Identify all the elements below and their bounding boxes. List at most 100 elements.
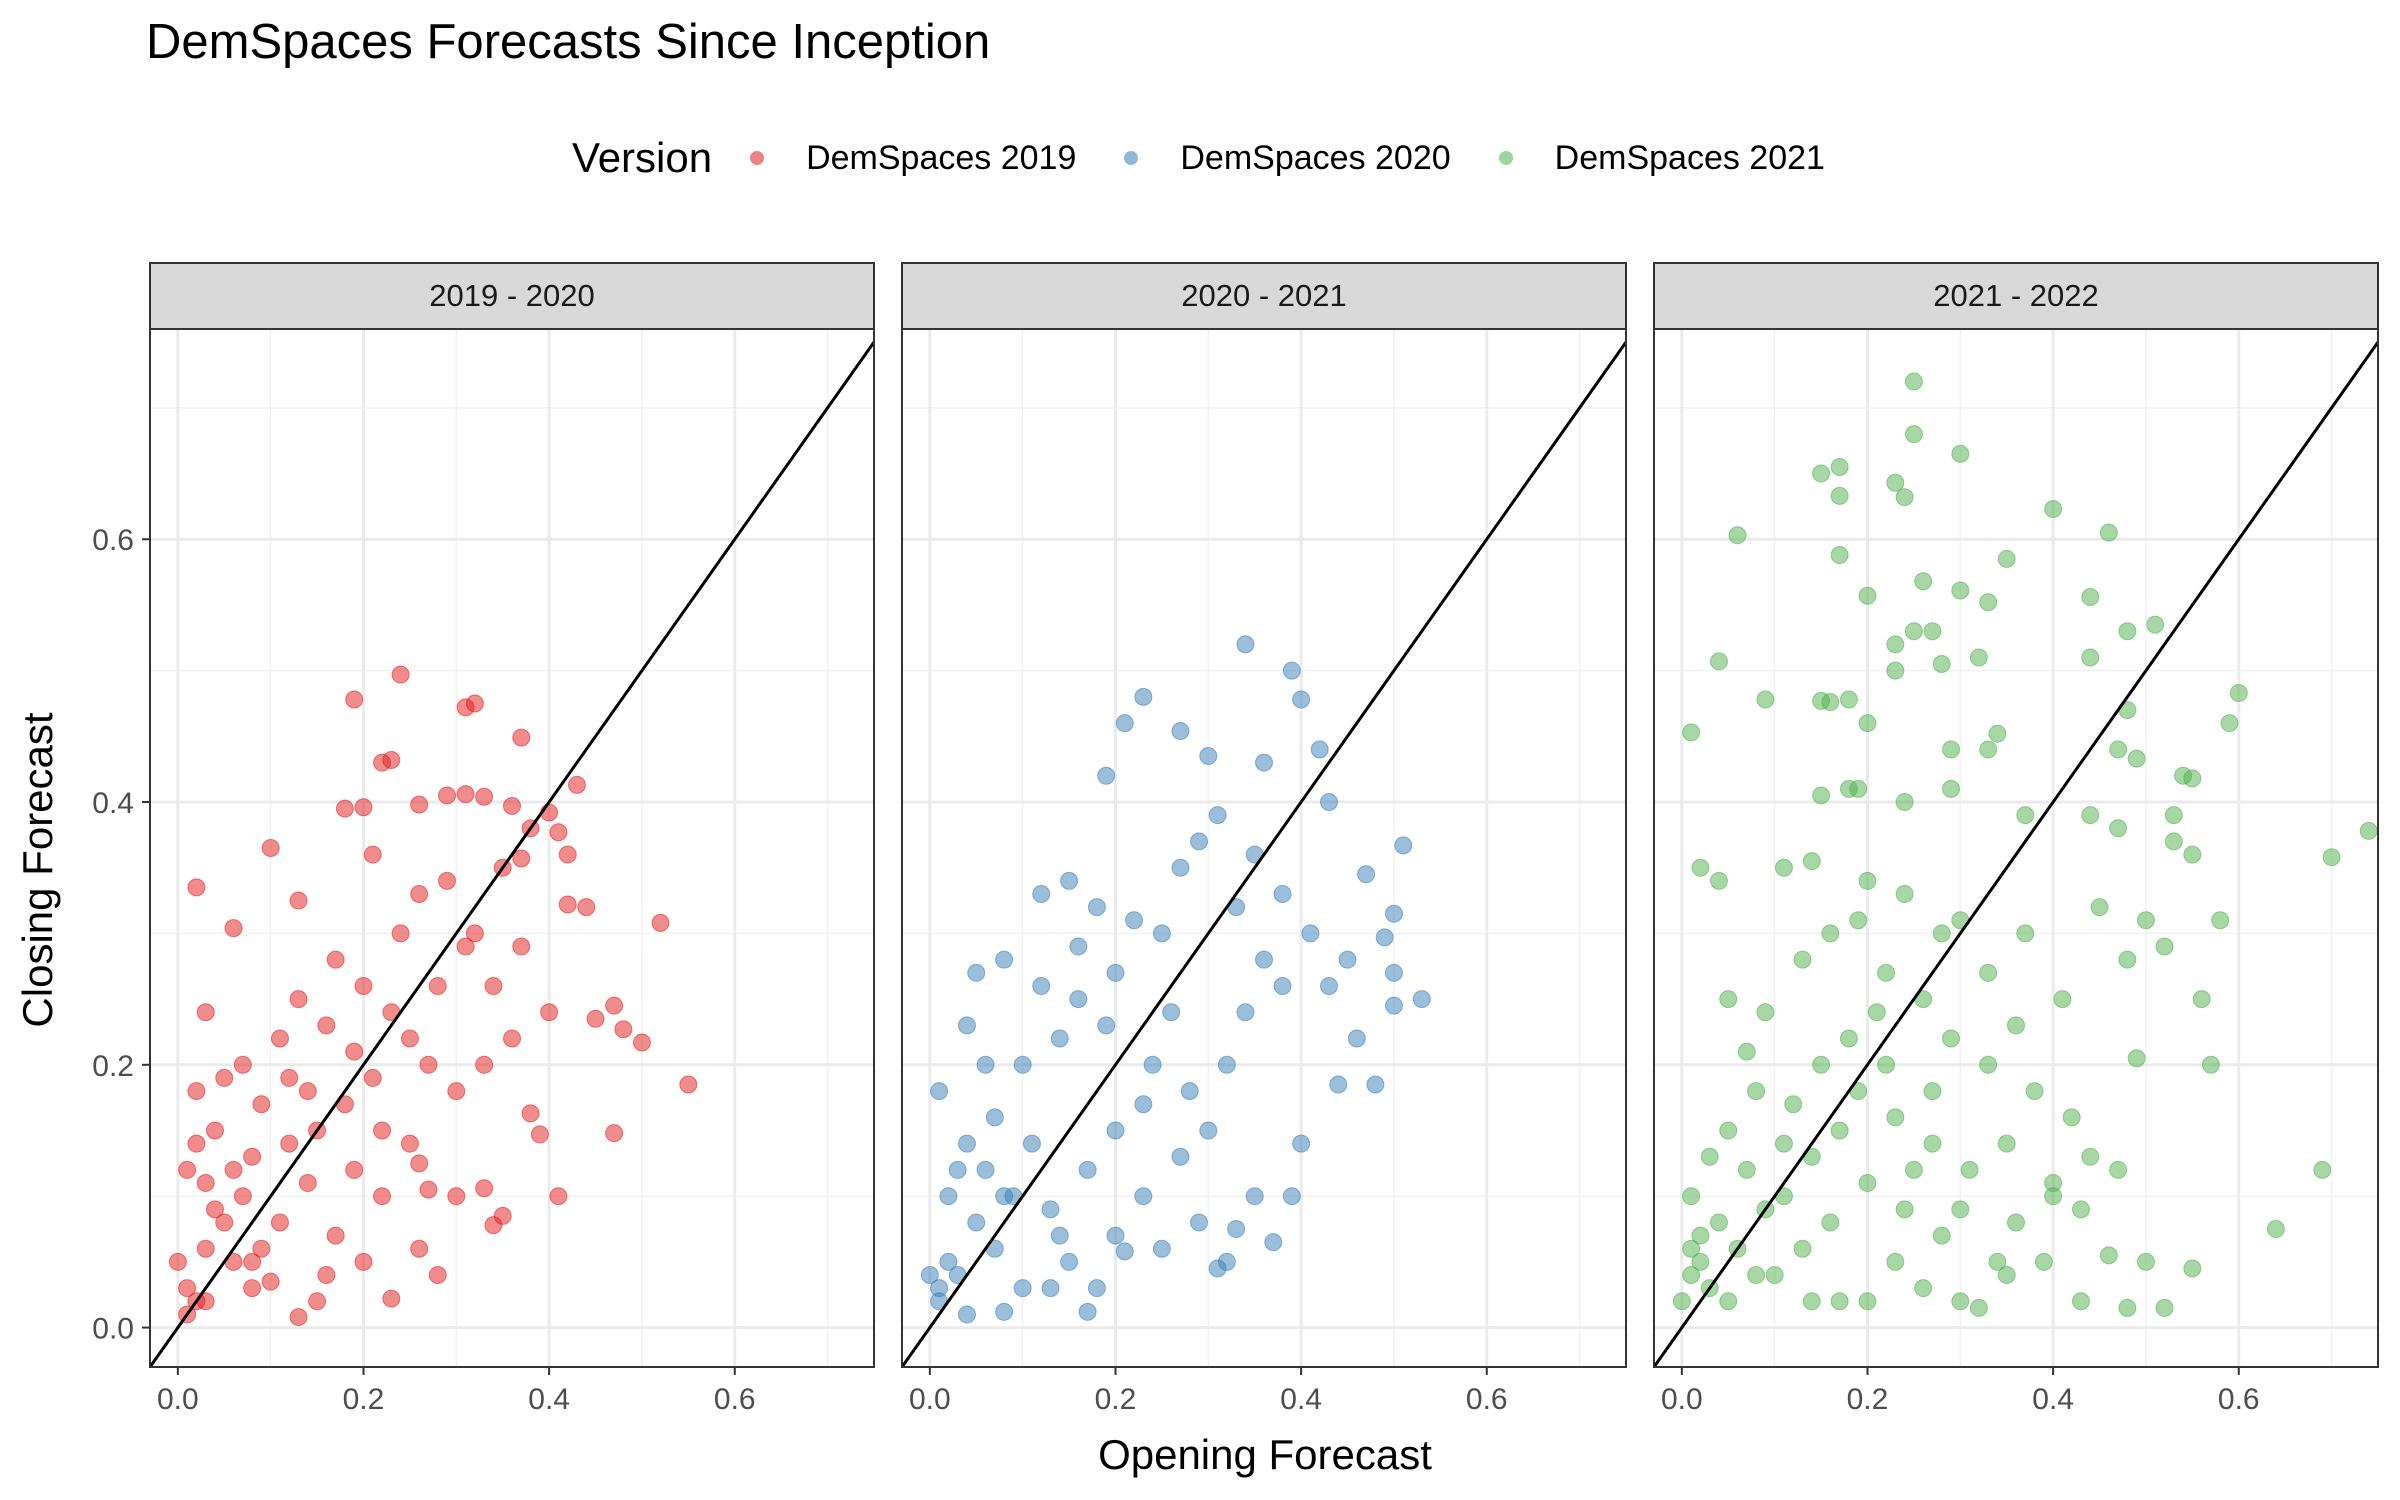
data-point <box>1208 806 1227 825</box>
facet-strip <box>1653 262 2379 330</box>
data-point <box>503 796 521 815</box>
data-point <box>2081 1147 2100 1166</box>
data-point <box>632 1033 651 1052</box>
data-point <box>1812 464 1831 483</box>
legend-label-2020: DemSpaces 2020 <box>1180 138 1451 177</box>
data-point <box>1765 1266 1784 1285</box>
data-point <box>475 787 494 806</box>
data-point <box>215 1068 234 1087</box>
data-point <box>1821 924 1840 943</box>
data-point <box>512 849 531 868</box>
data-point <box>2071 1292 2090 1311</box>
data-point <box>2183 1259 2202 1278</box>
data-point <box>1774 1134 1793 1153</box>
data-point <box>1914 572 1933 591</box>
data-point <box>1125 911 1144 930</box>
data-point <box>1774 858 1793 877</box>
data-point <box>1097 766 1116 785</box>
data-point <box>354 976 373 995</box>
data-point <box>1022 1134 1041 1153</box>
data-point <box>1060 1252 1079 1271</box>
data-point <box>1988 1252 2007 1271</box>
facet-strip-label: 2021 - 2022 <box>1933 278 2098 313</box>
data-point <box>326 950 345 969</box>
data-point <box>1264 1233 1283 1252</box>
data-point <box>2136 911 2155 930</box>
data-point <box>1932 1226 1951 1245</box>
data-point <box>1979 740 1998 759</box>
data-point <box>1375 928 1394 947</box>
data-point <box>205 1121 224 1140</box>
data-point <box>1013 1055 1032 1074</box>
data-point <box>1115 1242 1134 1261</box>
data-point <box>1152 1239 1171 1258</box>
data-point <box>1041 1200 1060 1219</box>
data-point <box>456 785 475 804</box>
data-point <box>1097 1016 1116 1035</box>
data-point <box>1134 687 1153 706</box>
data-point <box>1700 1147 1719 1166</box>
data-point <box>1821 693 1840 712</box>
data-point <box>1060 871 1079 890</box>
data-point <box>465 694 484 713</box>
data-point <box>205 1200 224 1219</box>
data-point <box>1756 690 1775 709</box>
legend-label-2021: DemSpaces 2021 <box>1554 138 1825 177</box>
data-point <box>605 1124 624 1143</box>
x-tick-label: 0.6 <box>2218 1383 2260 1416</box>
data-point <box>957 1305 976 1324</box>
data-point <box>558 895 577 914</box>
data-point <box>1997 549 2016 568</box>
data-point <box>2007 1213 2025 1232</box>
data-point <box>2229 683 2248 702</box>
data-point <box>1106 963 1125 982</box>
data-point <box>224 919 243 938</box>
y-axis-title: Closing Forecast <box>14 712 61 1027</box>
x-tick-label: 0.2 <box>1095 1383 1137 1416</box>
data-point <box>1412 990 1431 1009</box>
data-point <box>1087 1279 1106 1298</box>
data-point <box>967 963 986 982</box>
data-point <box>308 1292 327 1311</box>
data-point <box>2313 1160 2332 1179</box>
identity-reference-line <box>900 341 1628 1368</box>
data-point <box>298 1082 317 1101</box>
data-point <box>1069 990 1088 1009</box>
data-point <box>1162 1003 1181 1022</box>
data-point <box>391 665 410 684</box>
data-point <box>948 1160 967 1179</box>
data-point <box>586 1009 605 1028</box>
data-point <box>1756 1003 1775 1022</box>
data-point <box>391 924 410 943</box>
data-point <box>1830 457 1849 476</box>
data-point <box>1979 963 1998 982</box>
data-point <box>1087 898 1106 917</box>
y-tick-label: 0.4 <box>92 787 134 820</box>
data-point <box>1357 865 1376 884</box>
facet-strip <box>901 262 1627 330</box>
data-point <box>400 1134 419 1153</box>
data-point <box>1190 832 1209 851</box>
data-point <box>1932 655 1951 674</box>
data-point <box>1691 1252 1710 1271</box>
data-point <box>1310 740 1329 759</box>
data-point <box>373 1121 392 1140</box>
data-point <box>1199 747 1218 766</box>
data-point <box>1728 526 1747 545</box>
data-point <box>1942 1029 1961 1048</box>
data-point <box>456 937 475 956</box>
data-point <box>2081 648 2100 667</box>
data-point <box>2053 990 2072 1009</box>
data-point <box>957 1016 976 1035</box>
data-point <box>270 1213 289 1232</box>
data-point <box>1719 990 1738 1009</box>
data-point <box>2164 832 2183 851</box>
data-point <box>1171 1147 1190 1166</box>
data-point <box>1255 753 1273 772</box>
data-point <box>1384 996 1403 1015</box>
data-point <box>243 1279 262 1298</box>
data-point <box>2211 911 2230 930</box>
data-point <box>1384 963 1403 982</box>
data-point <box>1709 871 1728 890</box>
data-point <box>1951 1200 1970 1219</box>
